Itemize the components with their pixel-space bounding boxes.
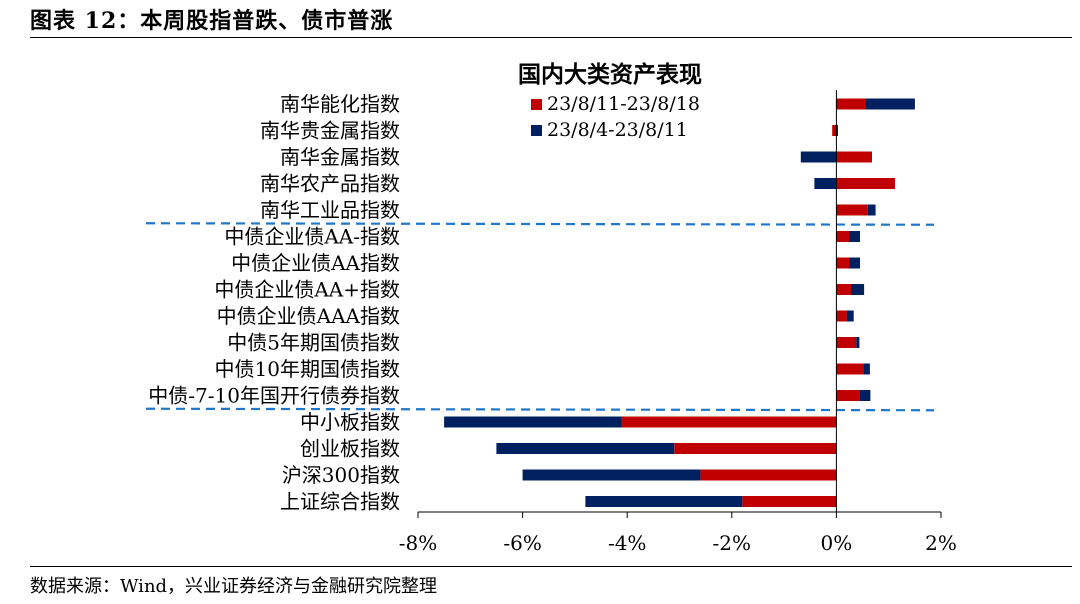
- legend: 23/8/11-23/8/18 23/8/4-23/8/11: [531, 93, 700, 141]
- group-separator: [145, 407, 935, 412]
- group-separator: [145, 222, 935, 226]
- bar-series-2: [851, 284, 865, 295]
- bar-series-1: [836, 231, 850, 242]
- category-label: 创业板指数: [300, 437, 400, 461]
- bar-series-2: [856, 337, 860, 348]
- category-label: 南华工业品指数: [260, 198, 400, 222]
- title-rule: [30, 37, 1072, 38]
- category-label: 中债企业债AA指数: [231, 251, 400, 275]
- x-tick-label: 2%: [925, 531, 957, 555]
- x-tick-label: -8%: [399, 531, 438, 555]
- separator-lines: [145, 222, 935, 412]
- bar-series-1: [832, 125, 837, 136]
- bar-series-2: [444, 416, 622, 428]
- category-label: 中债企业债AAA指数: [217, 304, 400, 328]
- x-tick-label: 0%: [821, 531, 853, 555]
- legend-swatch: [531, 125, 542, 136]
- bar-series-1: [836, 284, 851, 295]
- bar-series-2: [585, 496, 743, 507]
- category-label: 中债企业债AA+指数: [214, 278, 400, 302]
- bar-series-2: [867, 204, 876, 216]
- bar-series-1: [836, 337, 857, 348]
- bar-series-2: [863, 363, 870, 375]
- x-axis: -8% -6% -4% -2% 0% 2%: [399, 90, 957, 555]
- source-note: 数据来源：Wind，兴业证券经济与金融研究院整理: [30, 576, 438, 597]
- bar-series-2: [846, 310, 854, 322]
- x-tick-label: -6%: [503, 531, 542, 555]
- bar-series-2: [814, 178, 837, 189]
- bar-series-2: [849, 257, 860, 269]
- x-tick-label: -2%: [713, 531, 752, 555]
- bar-series-1: [674, 443, 837, 454]
- legend-label: 23/8/11-23/8/18: [547, 93, 700, 115]
- category-label: 上证综合指数: [280, 490, 400, 514]
- chart-title: 国内大类资产表现: [518, 61, 702, 88]
- category-label: 南华能化指数: [280, 92, 400, 116]
- bar-series-1: [622, 416, 837, 428]
- bar-series-1: [836, 257, 850, 269]
- bar-series-2: [522, 469, 701, 481]
- legend-swatch: [531, 99, 542, 110]
- x-tick-label: -4%: [608, 531, 647, 555]
- category-label: 中债-7-10年国开行债券指数: [148, 384, 400, 408]
- bar-series-1: [836, 204, 868, 216]
- category-label: 南华农产品指数: [260, 172, 400, 196]
- bars-group: [444, 98, 915, 507]
- category-label: 中债10年期国债指数: [215, 357, 400, 381]
- bar-series-2: [836, 125, 838, 136]
- figure-title: 图表 12：本周股指普跌、债市普涨: [30, 8, 394, 34]
- category-label: 沪深300指数: [282, 463, 400, 487]
- bar-series-1: [836, 151, 872, 163]
- bar-series-2: [800, 151, 837, 163]
- bar-series-1: [700, 469, 837, 481]
- category-label: 中债企业债AA-指数: [224, 225, 400, 249]
- category-label: 中债5年期国债指数: [227, 331, 400, 355]
- category-label: 南华贵金属指数: [260, 119, 400, 143]
- bar-series-2: [859, 390, 871, 401]
- category-label: 南华金属指数: [280, 145, 400, 169]
- bar-series-1: [836, 390, 860, 401]
- bar-series-2: [496, 443, 675, 454]
- bar-series-1: [836, 310, 847, 322]
- asset-performance-chart: 国内大类资产表现 南华能化指数南华贵金属指数南华金属指数南华农产品指数南华工业品…: [145, 61, 957, 555]
- legend-label: 23/8/4-23/8/11: [547, 119, 688, 141]
- bar-series-1: [836, 98, 866, 110]
- bar-series-2: [849, 231, 860, 242]
- bar-series-2: [865, 98, 915, 110]
- category-label: 中小板指数: [300, 410, 400, 434]
- bar-series-1: [836, 363, 864, 375]
- bar-series-1: [836, 178, 895, 189]
- bar-series-1: [742, 496, 837, 507]
- category-labels: 南华能化指数南华贵金属指数南华金属指数南华农产品指数南华工业品指数中债企业债AA…: [148, 92, 400, 514]
- source-rule: [30, 566, 1072, 567]
